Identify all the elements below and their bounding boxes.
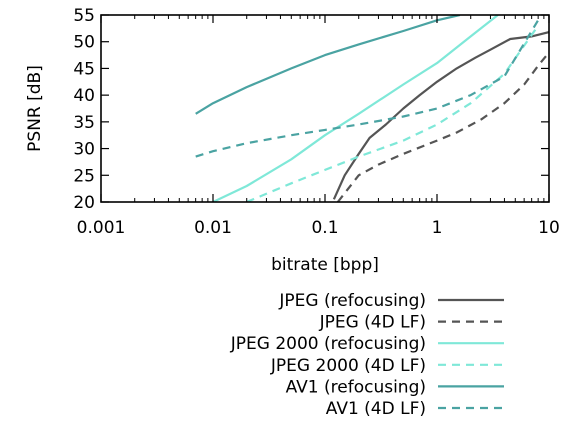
legend-item: JPEG 2000 (4D LF): [270, 356, 504, 376]
x-tick-label: 0.1: [311, 218, 338, 238]
y-axis-label: PSNR [dB]: [25, 65, 45, 152]
y-axis-ticks: 20 25 30 35 40 45 50 55: [73, 6, 549, 213]
x-tick-label: 0.001: [77, 218, 126, 238]
y-tick-label: 20: [73, 193, 95, 213]
series-line-3: [246, 25, 540, 202]
y-tick-label: 25: [73, 166, 95, 186]
legend-item: AV1 (4D LF): [326, 399, 504, 419]
y-tick-label: 50: [73, 33, 95, 53]
x-axis-ticks: 0.001 0.01 0.1 1 10: [77, 15, 560, 238]
series-line-5: [195, 19, 540, 158]
y-tick-label: 30: [73, 140, 95, 160]
legend-item: AV1 (refocusing): [286, 377, 504, 397]
x-axis-label: bitrate [bpp]: [271, 255, 379, 275]
legend-item: JPEG (refocusing): [278, 291, 504, 311]
plot-frame: [100, 14, 550, 203]
legend-item: JPEG (4D LF): [319, 313, 504, 333]
series-lines: [195, 15, 549, 202]
legend-label: JPEG 2000 (refocusing): [230, 334, 426, 354]
series-line-4: [195, 15, 461, 115]
legend-label: JPEG 2000 (4D LF): [270, 356, 426, 376]
series-line-0: [332, 31, 549, 200]
x-tick-label: 1: [432, 218, 443, 238]
x-tick-label: 0.01: [194, 218, 232, 238]
series-line-2: [212, 15, 499, 202]
y-tick-label: 35: [73, 113, 95, 133]
y-tick-label: 45: [73, 59, 95, 79]
series-line-1: [336, 51, 549, 202]
legend: JPEG (refocusing)JPEG (4D LF)JPEG 2000 (…: [230, 291, 504, 419]
legend-label: AV1 (4D LF): [326, 399, 426, 419]
x-tick-label: 10: [538, 218, 560, 238]
plot-area: 0.001 0.01 0.1 1 10 20 25 30 35 40 45 50 55 bitrate […: [25, 6, 560, 275]
legend-label: JPEG (refocusing): [278, 291, 426, 311]
y-tick-label: 40: [73, 86, 95, 106]
legend-label: AV1 (refocusing): [286, 377, 426, 397]
legend-item: JPEG 2000 (refocusing): [230, 334, 504, 354]
y-tick-label: 55: [73, 6, 95, 26]
legend-label: JPEG (4D LF): [319, 313, 426, 333]
